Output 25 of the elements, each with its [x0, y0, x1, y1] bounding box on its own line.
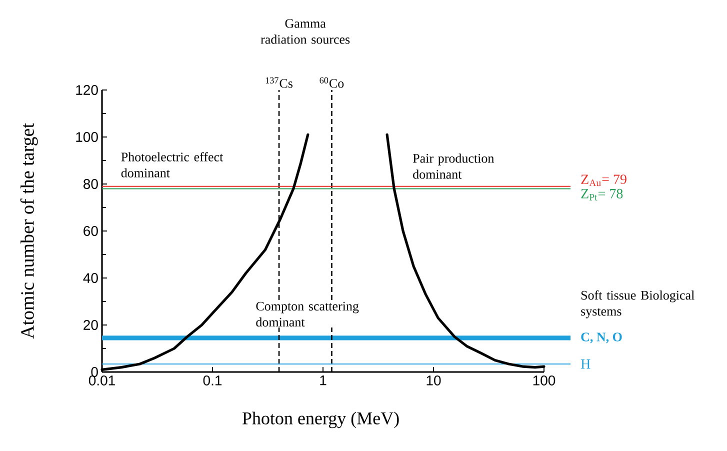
x-tick-label: 0.01 [88, 376, 115, 386]
annotation: Photoelectric effect dominant [121, 152, 224, 178]
x-tick-label: 0.1 [203, 376, 222, 386]
y-axis-title: Atomic number of the target [20, 123, 38, 339]
band-label: C, N, O [581, 332, 622, 344]
ref-line-label: Z$_{Pt}$= 78 [581, 188, 623, 200]
ref-line-label: $^{137}$Cs [266, 77, 293, 88]
y-tick-label: 120 [76, 85, 98, 95]
x-tick-label: 10 [426, 376, 441, 386]
ref-line-label: H [580, 359, 590, 369]
x-axis-title: Photon energy (MeV) [242, 412, 399, 428]
ref-line-label: Z$_{Au}$= 79 [581, 174, 626, 186]
ref-line-label: $^{60}$Co [320, 77, 344, 88]
y-tick-label: 0 [91, 367, 98, 377]
y-tick-label: 100 [76, 132, 98, 142]
annotation: Compton scattering dominant [256, 302, 359, 327]
y-tick-label: 80 [84, 179, 98, 189]
x-tick-label: 1 [320, 376, 326, 386]
y-tick-label: 40 [83, 273, 98, 283]
chart-title: Gamma radiation sources [260, 19, 350, 44]
y-tick-label: 60 [84, 226, 98, 236]
x-tick-label: 100 [533, 376, 556, 386]
annotation: Pair production dominant [412, 154, 494, 179]
y-tick-label: 20 [84, 320, 98, 330]
text: Soft tissue Biological systems [581, 290, 694, 318]
